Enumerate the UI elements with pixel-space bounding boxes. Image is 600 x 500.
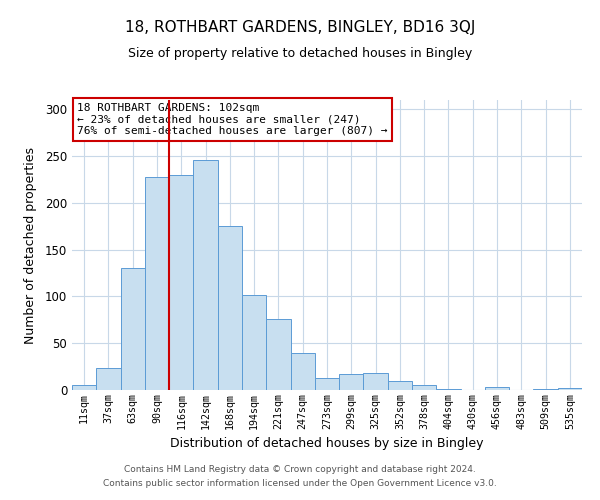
- Bar: [339, 374, 364, 390]
- Bar: [485, 387, 509, 390]
- Bar: [388, 380, 412, 390]
- Bar: [290, 352, 315, 390]
- Bar: [436, 389, 461, 390]
- Y-axis label: Number of detached properties: Number of detached properties: [23, 146, 37, 344]
- Text: Contains HM Land Registry data © Crown copyright and database right 2024.
Contai: Contains HM Land Registry data © Crown c…: [103, 466, 497, 487]
- Bar: [121, 268, 145, 390]
- Bar: [193, 160, 218, 390]
- Bar: [266, 319, 290, 390]
- X-axis label: Distribution of detached houses by size in Bingley: Distribution of detached houses by size …: [170, 437, 484, 450]
- Bar: [96, 368, 121, 390]
- Bar: [218, 226, 242, 390]
- Bar: [533, 389, 558, 390]
- Bar: [315, 378, 339, 390]
- Bar: [558, 388, 582, 390]
- Bar: [412, 386, 436, 390]
- Text: 18, ROTHBART GARDENS, BINGLEY, BD16 3QJ: 18, ROTHBART GARDENS, BINGLEY, BD16 3QJ: [125, 20, 475, 35]
- Bar: [72, 386, 96, 390]
- Bar: [169, 175, 193, 390]
- Bar: [364, 373, 388, 390]
- Bar: [145, 176, 169, 390]
- Bar: [242, 294, 266, 390]
- Text: Size of property relative to detached houses in Bingley: Size of property relative to detached ho…: [128, 48, 472, 60]
- Text: 18 ROTHBART GARDENS: 102sqm
← 23% of detached houses are smaller (247)
76% of se: 18 ROTHBART GARDENS: 102sqm ← 23% of det…: [77, 103, 388, 136]
